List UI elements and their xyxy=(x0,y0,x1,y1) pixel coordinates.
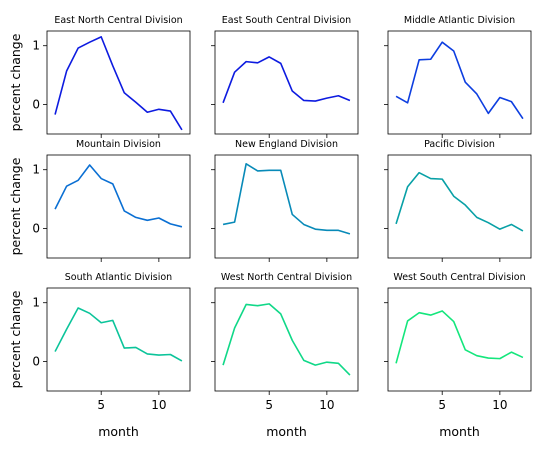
panel-title: Middle Atlantic Division xyxy=(404,15,515,26)
panel-middle-atlantic-division: Middle Atlantic Division xyxy=(384,15,532,138)
panel-title: West South Central Division xyxy=(393,272,525,283)
x-axis-label: month xyxy=(439,424,480,439)
panel-west-south-central-division: West South Central Division 5 10 month xyxy=(384,272,532,439)
y-tick-label: 0 xyxy=(32,355,40,369)
panel-east-north-central-division: East North Central Division 0 1 percent cha… xyxy=(8,15,191,138)
axes-frame xyxy=(214,30,359,135)
series-line xyxy=(54,307,183,362)
x-axis-label: month xyxy=(98,424,139,439)
series-line xyxy=(222,56,351,104)
panel-title: East South Central Division xyxy=(222,15,351,26)
x-axis-label: month xyxy=(266,424,307,439)
panel-east-south-central-division: East South Central Division xyxy=(211,15,359,138)
series-line xyxy=(395,310,524,364)
panel-title: Pacific Division xyxy=(424,139,495,150)
x-tick-label: 5 xyxy=(438,398,446,412)
panel-title: West North Central Division xyxy=(221,272,352,283)
axes-frame xyxy=(214,287,359,392)
axes-frame xyxy=(387,30,532,135)
series-line xyxy=(222,303,351,376)
series-line xyxy=(222,163,351,235)
y-axis-label: percent change xyxy=(8,157,23,255)
y-tick-label: 1 xyxy=(32,163,40,177)
axes-frame xyxy=(387,287,532,392)
series-line xyxy=(395,41,524,120)
axes-frame xyxy=(387,154,532,259)
series-line xyxy=(395,171,524,232)
x-tick-label: 10 xyxy=(319,398,334,412)
x-tick-label: 10 xyxy=(151,398,166,412)
axes-frame xyxy=(46,287,191,392)
y-tick-label: 1 xyxy=(32,296,40,310)
y-tick-label: 1 xyxy=(32,39,40,53)
panel-title: New England Division xyxy=(235,139,338,150)
axes-frame xyxy=(46,154,191,259)
x-tick-label: 10 xyxy=(492,398,507,412)
panel-title: Mountain Division xyxy=(76,139,161,150)
panel-mountain-division: Mountain Division 0 1 percent change xyxy=(8,139,191,262)
axes-frame xyxy=(214,154,359,259)
series-line xyxy=(54,164,183,228)
y-axis-label: percent change xyxy=(8,33,23,131)
x-tick-label: 5 xyxy=(265,398,273,412)
x-tick-label: 5 xyxy=(97,398,105,412)
y-axis-label: percent change xyxy=(8,290,23,388)
panel-title: East North Central Division xyxy=(54,15,182,26)
panel-south-atlantic-division: South Atlantic Division 0 1 5 10 percent chan… xyxy=(8,272,191,439)
panel-new-england-division: New England Division xyxy=(211,139,359,262)
panel-title: South Atlantic Division xyxy=(65,272,172,283)
y-tick-label: 0 xyxy=(32,222,40,236)
panel-west-north-central-division: West North Central Division 5 10 month xyxy=(211,272,359,439)
series-line xyxy=(54,36,183,131)
axes-frame xyxy=(46,30,191,135)
panel-pacific-division: Pacific Division xyxy=(384,139,532,262)
y-tick-label: 0 xyxy=(32,98,40,112)
